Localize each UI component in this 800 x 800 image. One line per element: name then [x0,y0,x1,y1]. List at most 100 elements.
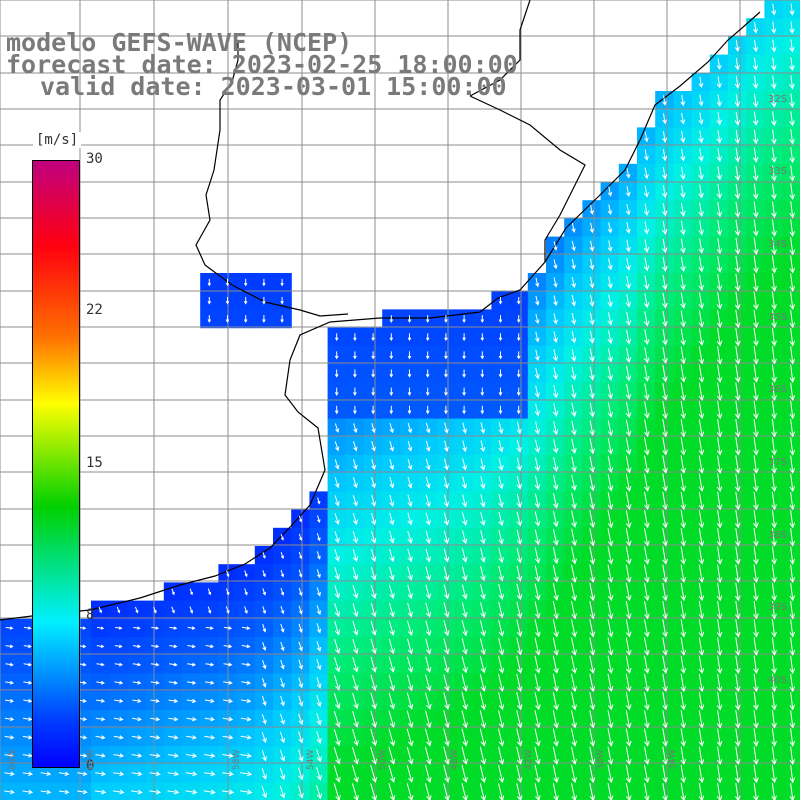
wind-arrow [479,638,486,656]
wind-arrow [113,753,125,758]
wind-arrow [662,783,668,800]
wind-arrow [643,221,650,235]
wind-arrow [571,691,577,711]
wind-arrow [371,351,375,360]
wind-arrow [407,620,414,637]
wind-arrow [425,458,431,471]
wind-arrow [353,351,357,360]
wind-arrow [771,129,777,145]
wind-arrow [680,746,687,765]
wind-arrow [516,619,523,638]
wind-arrow [789,582,796,602]
wind-arrow [534,746,541,765]
lon-label: 46W [450,749,460,770]
wind-arrow [425,692,432,710]
wind-arrow [261,785,268,799]
wind-arrow [644,401,650,419]
wind-arrow [698,728,705,747]
wind-arrow [516,297,521,305]
wind-arrow [661,239,668,254]
wind-arrow [771,382,777,402]
wind-arrow [22,771,34,776]
wind-arrow [353,369,357,378]
wind-arrow [771,600,777,620]
wind-arrow [571,764,577,784]
wind-arrow [771,183,777,200]
wind-arrow [553,331,558,344]
wind-arrow [407,566,413,581]
wind-arrow [262,606,267,615]
wind-arrow [662,601,668,620]
wind-arrow [334,351,339,360]
wind-arrow [735,691,741,711]
wind-arrow [716,673,723,693]
wind-arrow [316,623,322,634]
wind-arrow [189,606,194,614]
wind-arrow [625,764,632,784]
wind-arrow [187,644,196,649]
wind-arrow [370,566,377,581]
wind-arrow [644,473,650,492]
wind-arrow [716,220,723,236]
wind-arrow [443,602,450,618]
wind-arrow [225,297,230,305]
wind-arrow [734,255,741,274]
wind-arrow [607,692,614,711]
wind-arrow [444,405,448,415]
wind-arrow [516,692,523,711]
wind-arrow [680,546,687,565]
wind-arrow [753,237,759,255]
wind-arrow [498,583,505,601]
wind-arrow [462,422,467,434]
wind-arrow [279,749,286,762]
wind-arrow [425,369,430,378]
wind-arrow [698,310,705,328]
wind-arrow [571,673,577,693]
wind-arrow [316,587,321,597]
wind-arrow [552,673,559,693]
colorbar-tick-30: 30 [86,151,103,167]
wind-arrow [534,421,541,435]
wind-arrow [498,476,504,490]
wind-arrow [534,493,541,509]
wind-arrow [716,346,723,365]
wind-arrow [169,626,178,630]
wind-arrow [425,566,432,581]
title-model: modelo GEFS-WAVE (NCEP) [6,28,353,57]
wind-arrow [262,642,267,651]
wind-arrow [735,528,741,547]
wind-arrow [280,713,285,725]
wind-arrow [735,637,741,656]
wind-arrow [462,333,466,342]
wind-arrow [424,783,432,800]
wind-arrow [752,111,759,126]
wind-arrow [662,710,668,729]
wind-arrow [716,691,723,711]
wind-arrow [479,710,487,729]
wind-arrow [698,328,705,347]
wind-arrow [661,203,668,217]
wind-arrow [58,771,70,776]
wind-arrow [571,782,577,800]
wind-arrow [716,76,722,89]
wind-arrow [752,147,759,163]
wind-arrow [389,315,394,323]
wind-arrow [480,369,485,378]
wind-arrow [752,75,759,90]
wind-arrow [625,329,632,345]
wind-arrow [680,184,686,199]
wind-arrow [752,183,759,200]
wind-arrow [262,678,267,688]
wind-arrow [443,530,450,545]
wind-arrow [753,582,759,602]
wind-arrow [571,420,577,436]
wind-arrow [204,753,216,758]
wind-arrow [98,606,102,614]
wind-arrow [571,510,577,528]
wind-arrow [534,764,541,784]
wind-arrow [698,148,704,162]
wind-arrow [371,387,375,397]
wind-arrow [425,333,430,342]
wind-arrow [680,673,687,693]
wind-arrow [534,403,540,417]
